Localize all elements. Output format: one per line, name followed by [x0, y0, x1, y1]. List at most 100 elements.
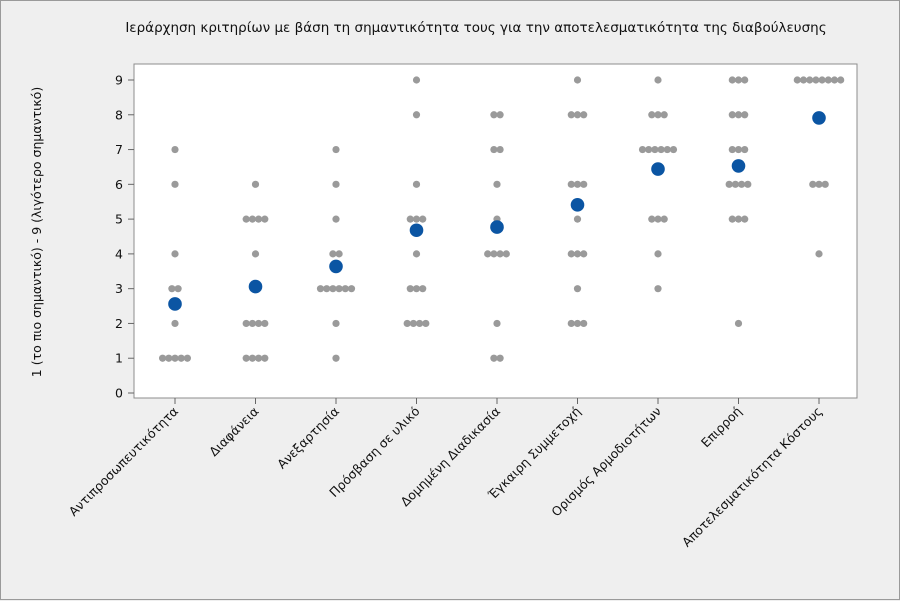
- data-point: [171, 354, 179, 362]
- data-point: [484, 250, 492, 258]
- y-tick-label: 9: [115, 73, 123, 88]
- data-point: [741, 145, 749, 154]
- mean-marker: [570, 198, 585, 212]
- data-point: [177, 354, 185, 362]
- mean-marker: [812, 111, 826, 125]
- data-point: [490, 354, 498, 362]
- data-point: [341, 285, 349, 293]
- data-point: [242, 215, 250, 223]
- data-point: [657, 145, 665, 154]
- data-point: [812, 76, 820, 84]
- data-point: [496, 145, 504, 154]
- data-point: [329, 250, 337, 258]
- data-point: [159, 354, 167, 362]
- data-point: [171, 250, 179, 258]
- data-point: [323, 285, 331, 293]
- data-point: [669, 145, 678, 154]
- data-point: [183, 354, 191, 362]
- data-point: [728, 76, 736, 84]
- data-point: [660, 215, 668, 223]
- y-tick-label: 1: [115, 351, 123, 366]
- data-point: [821, 180, 829, 188]
- data-point: [416, 319, 424, 328]
- data-point: [648, 111, 656, 119]
- data-point: [332, 145, 340, 154]
- data-point: [496, 354, 504, 362]
- x-category-label: Επιρροή: [698, 404, 745, 451]
- data-point: [248, 354, 256, 362]
- data-point: [406, 285, 414, 293]
- data-point: [335, 285, 343, 293]
- data-point: [654, 215, 662, 223]
- data-point: [741, 76, 749, 84]
- data-point: [734, 319, 743, 328]
- x-category-label: Διαφάνεια: [206, 404, 262, 460]
- data-point: [347, 285, 356, 293]
- data-point: [332, 354, 340, 362]
- data-point: [255, 215, 263, 223]
- data-point: [837, 76, 845, 84]
- data-point: [171, 180, 179, 188]
- data-point: [242, 319, 250, 328]
- data-point: [251, 180, 260, 188]
- mean-markers: [168, 111, 826, 311]
- data-point: [567, 111, 575, 119]
- data-point: [171, 145, 179, 154]
- data-point: [419, 215, 427, 223]
- data-point: [580, 319, 588, 328]
- data-point: [496, 111, 504, 119]
- data-point: [412, 111, 421, 119]
- data-point: [799, 76, 808, 84]
- data-point: [332, 180, 340, 188]
- data-point: [573, 111, 582, 119]
- data-point: [573, 250, 582, 258]
- y-tick-label: 7: [115, 142, 123, 157]
- x-category-label: Πρόσβαση σε υλικό: [326, 404, 422, 500]
- data-point: [409, 319, 417, 328]
- mean-marker: [409, 223, 424, 238]
- data-point: [809, 180, 817, 188]
- data-point: [654, 111, 662, 119]
- data-point: [168, 285, 176, 293]
- y-axis-label: 1 (το πιο σημαντικό) - 9 (λιγότερο σημαν…: [29, 87, 44, 377]
- data-point: [316, 285, 325, 293]
- data-point: [830, 76, 839, 84]
- data-point: [660, 111, 668, 119]
- data-point: [573, 319, 582, 328]
- mean-marker: [248, 279, 263, 294]
- data-point: [490, 111, 498, 119]
- mean-marker: [651, 162, 665, 176]
- data-points: [159, 76, 845, 362]
- data-point: [567, 319, 575, 328]
- data-point: [824, 76, 832, 84]
- x-category-label: Αποτελεσματικότητα Κόστους: [679, 404, 825, 550]
- x-category-label: Ανεξαρτησία: [274, 404, 342, 472]
- data-point: [734, 76, 743, 84]
- mean-marker: [168, 297, 182, 311]
- data-point: [493, 180, 501, 188]
- data-point: [261, 319, 269, 328]
- data-point: [741, 111, 749, 119]
- y-tick-label: 5: [115, 212, 123, 227]
- data-point: [648, 215, 656, 223]
- data-point: [573, 76, 582, 84]
- y-tick-label: 0: [115, 386, 123, 401]
- data-point: [412, 180, 421, 188]
- data-point: [496, 250, 504, 258]
- data-point: [165, 354, 173, 362]
- data-point: [645, 145, 653, 154]
- data-point: [422, 319, 430, 328]
- data-point: [663, 145, 671, 154]
- data-point: [248, 319, 256, 328]
- data-point: [806, 76, 814, 84]
- data-point: [490, 145, 498, 154]
- data-point: [573, 180, 582, 188]
- x-category-label: Αντιπροσωπευτικότητα: [66, 404, 181, 519]
- data-point: [567, 250, 575, 258]
- data-point: [654, 285, 662, 293]
- data-point: [255, 354, 263, 362]
- mean-marker: [490, 220, 504, 234]
- data-point: [419, 285, 427, 293]
